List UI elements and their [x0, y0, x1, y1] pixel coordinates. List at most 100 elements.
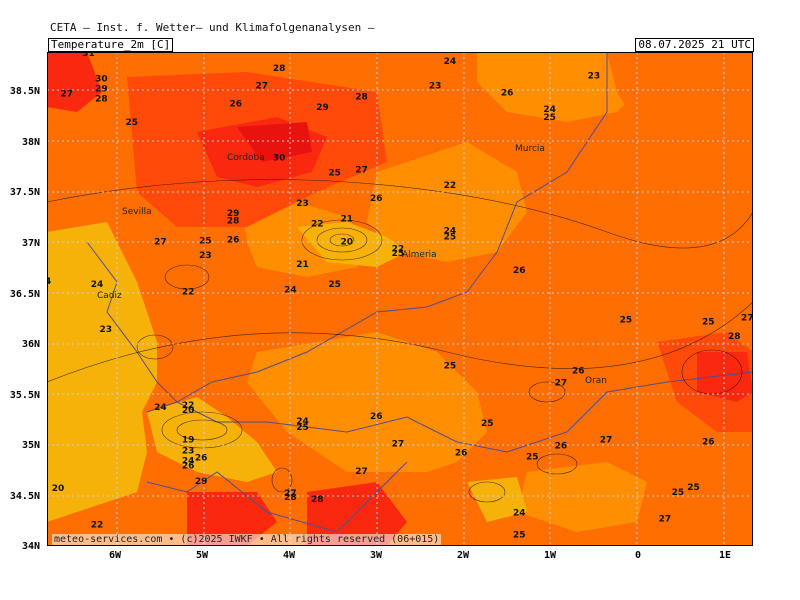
contour-value-label: 22 [91, 521, 104, 531]
fill-25-a [247, 332, 487, 472]
lat-label: 36N [21, 339, 40, 350]
contour-value-label: 30 [273, 153, 286, 163]
contour-value-label: 25 [296, 423, 309, 433]
lon-label: 6W [109, 550, 122, 561]
contour-value-label: 23 [588, 71, 601, 81]
contour-value-label: 21 [296, 260, 309, 270]
contour-value-label: 20 [340, 238, 353, 248]
contour-value-label: 27 [256, 81, 269, 91]
contour-value-label: 25 [620, 316, 633, 326]
lat-label: 34.5N [9, 491, 40, 502]
city-label: Sevilla [122, 207, 152, 217]
contour-value-label: 26 [455, 449, 468, 459]
variable-label: Temperature_2m [C] [48, 38, 174, 52]
contour-value-label: 26 [501, 89, 514, 99]
fill-22 [297, 222, 407, 267]
contour-value-label: 27 [284, 489, 297, 499]
lon-label: 5W [196, 550, 209, 561]
contour-value-label: 24 [444, 57, 457, 67]
valid-time-label: 08.07.2025 21 UTC [635, 38, 754, 52]
contour-lines [47, 179, 753, 503]
contour-value-label: 26 [182, 462, 195, 472]
copyright-notice: meteo-services.com • (c)2025 IWKF • All … [52, 534, 442, 545]
contour-value-label: 26 [227, 236, 240, 246]
lon-label: 0 [635, 550, 642, 561]
contour-value-label: 25 [687, 483, 700, 493]
contour-value-label: 27 [741, 314, 753, 324]
contour-value-label: 24 [182, 457, 195, 467]
lat-label: 36.5N [9, 289, 40, 300]
fill-25-b [367, 142, 527, 262]
contour-value-label: 25 [444, 233, 457, 243]
fill-30-s [307, 482, 407, 546]
lon-label: 3W [370, 550, 383, 561]
fill-26-ne [607, 52, 753, 182]
contour-value-label: 29 [227, 209, 240, 219]
fill-25-se [517, 462, 647, 532]
lon-label: 4W [283, 550, 296, 561]
contour-value-label: 27 [555, 379, 568, 389]
contour-value-label: 26 [230, 100, 243, 110]
contour-value-label: 27 [600, 435, 613, 445]
lon-label: 1E [719, 550, 732, 561]
contour-value-label: 24 [513, 508, 526, 518]
contour-value-label: 23 [296, 199, 309, 209]
contour-value-label: 25 [672, 488, 685, 498]
contour-value-label: 25 [543, 113, 556, 123]
fill-23 [47, 222, 157, 522]
contour-value-label: 29 [95, 85, 108, 95]
contour-value-label: 28 [284, 493, 297, 503]
fill-30-sw [187, 492, 277, 546]
contour-value-label: 26 [572, 366, 585, 376]
contour-value-label: 25 [526, 453, 539, 463]
contour-value-label: 28 [95, 95, 108, 105]
contour-value-label: 24 [296, 417, 309, 427]
city-labels: Cordoba Sevilla Murcia Almeria Cadiz Ora… [97, 144, 607, 386]
contour-value-label: 22 [182, 287, 195, 297]
city-label: Almeria [402, 250, 437, 260]
contour-value-label: 21 [340, 214, 353, 224]
city-label: Cadiz [97, 291, 122, 301]
contour-value-label: 25 [392, 249, 405, 259]
contour-value-label: 25 [125, 118, 138, 128]
fill-31-nw [47, 52, 102, 112]
contour-value-label: 27 [392, 439, 405, 449]
contour-value-label: 23 [99, 325, 112, 335]
contour-value-label: 23 [182, 446, 195, 456]
contour-value-label: 25 [702, 318, 715, 328]
contour-value-label: 28 [273, 64, 286, 74]
product-title: CETA — Inst. f. Wetter— und Klimafolgena… [50, 21, 375, 34]
contour-value-label: 24 [154, 403, 167, 413]
contour-value-label: 29 [195, 477, 208, 487]
contour-value-label: 24 [444, 226, 457, 236]
contour-value-label: 28 [728, 332, 741, 342]
contour-value-label: 22 [182, 401, 195, 411]
contour-value-label: 26 [195, 454, 208, 464]
fill-24 [477, 52, 647, 122]
contour-value-label: 25 [328, 169, 341, 179]
contour-value-label: 31 [82, 52, 95, 59]
lon-label: 1W [544, 550, 557, 561]
contour-value-label: 26 [370, 194, 383, 204]
contour-value-label: 22 [311, 219, 324, 229]
contour-value-label: 27 [60, 90, 73, 100]
contour-value-label: 26 [555, 441, 568, 451]
contour-value-label: 28 [311, 495, 324, 505]
lat-label: 35N [21, 440, 40, 451]
contour-value-label: 23 [429, 81, 442, 91]
contour-value-label: 29 [316, 103, 329, 113]
contour-value-label: 19 [182, 435, 195, 445]
contour-value-label: 25 [481, 419, 494, 429]
fill-23-se [467, 477, 527, 522]
lat-label: 35.5N [9, 390, 40, 401]
contour-value-label: 27 [154, 238, 167, 248]
fill-31 [237, 122, 312, 162]
graticule [47, 52, 753, 546]
contour-value-label: 26 [370, 412, 383, 422]
lat-label: 37N [21, 238, 40, 249]
contour-value-label: 23 [199, 251, 212, 261]
lat-label: 37.5N [9, 187, 40, 198]
contour-value-label: 27 [355, 467, 368, 477]
lat-label: 38N [21, 137, 40, 148]
